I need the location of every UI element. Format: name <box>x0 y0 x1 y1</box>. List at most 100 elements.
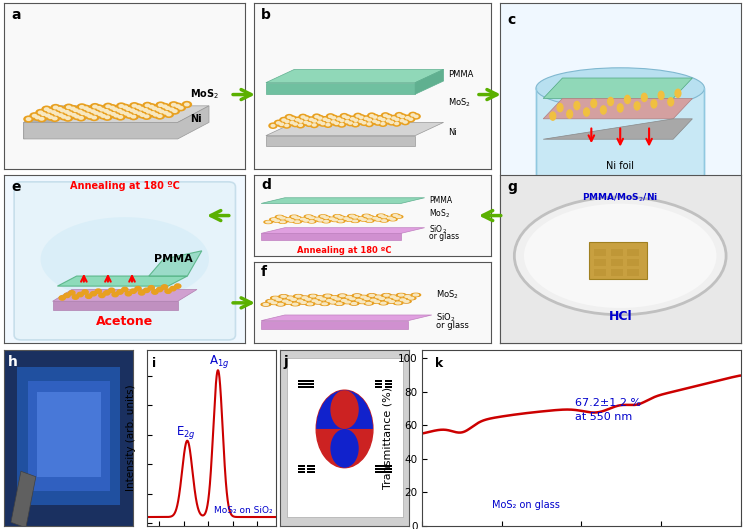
Circle shape <box>298 120 303 123</box>
Circle shape <box>310 299 320 303</box>
Circle shape <box>400 115 405 118</box>
Circle shape <box>336 117 341 121</box>
Polygon shape <box>53 302 178 309</box>
Circle shape <box>124 112 135 119</box>
Circle shape <box>293 303 298 305</box>
Circle shape <box>295 299 305 303</box>
Text: Ni: Ni <box>448 128 457 137</box>
Circle shape <box>393 302 403 305</box>
Circle shape <box>285 120 290 123</box>
Circle shape <box>107 104 118 111</box>
Polygon shape <box>24 106 209 122</box>
Circle shape <box>51 110 57 114</box>
Text: Annealing at 180 ºC: Annealing at 180 ºC <box>70 180 180 190</box>
Circle shape <box>272 218 276 220</box>
Circle shape <box>69 111 79 118</box>
Circle shape <box>383 114 388 117</box>
Text: SiO$_2$: SiO$_2$ <box>429 223 447 235</box>
Text: HCl: HCl <box>606 257 635 271</box>
Circle shape <box>400 299 405 300</box>
Circle shape <box>394 122 399 125</box>
Circle shape <box>38 111 49 118</box>
Polygon shape <box>266 69 443 83</box>
Circle shape <box>276 121 281 125</box>
Circle shape <box>394 117 399 121</box>
Circle shape <box>355 114 361 118</box>
Circle shape <box>276 299 282 300</box>
Circle shape <box>339 123 344 126</box>
Circle shape <box>329 115 338 121</box>
Circle shape <box>396 113 402 117</box>
Circle shape <box>331 116 336 120</box>
Circle shape <box>408 117 413 121</box>
Circle shape <box>280 217 285 219</box>
Circle shape <box>104 109 109 113</box>
Text: MoS$_2$: MoS$_2$ <box>437 288 460 301</box>
Text: PMMA: PMMA <box>153 254 192 264</box>
Circle shape <box>384 298 393 302</box>
Circle shape <box>353 118 358 122</box>
Circle shape <box>171 103 177 107</box>
Circle shape <box>291 303 300 306</box>
Circle shape <box>337 303 342 305</box>
Text: MoS₂ on glass: MoS₂ on glass <box>492 500 560 510</box>
Circle shape <box>152 106 157 111</box>
Polygon shape <box>24 106 55 139</box>
Circle shape <box>266 221 270 223</box>
Circle shape <box>137 112 148 118</box>
Text: or glass: or glass <box>429 232 460 241</box>
Circle shape <box>97 106 107 113</box>
Circle shape <box>413 115 419 118</box>
Circle shape <box>346 120 355 126</box>
Circle shape <box>378 116 388 123</box>
Circle shape <box>73 108 79 112</box>
Circle shape <box>153 113 159 117</box>
Circle shape <box>308 303 313 305</box>
Circle shape <box>90 110 96 113</box>
Circle shape <box>309 122 319 128</box>
Bar <box>307 468 314 470</box>
Circle shape <box>77 110 83 114</box>
Circle shape <box>121 110 132 117</box>
Circle shape <box>359 120 369 126</box>
Circle shape <box>149 105 154 109</box>
Circle shape <box>94 104 104 112</box>
Circle shape <box>381 294 391 297</box>
Circle shape <box>387 119 396 125</box>
Circle shape <box>131 104 137 108</box>
Bar <box>384 383 392 385</box>
Circle shape <box>329 118 338 125</box>
Text: MoS$_2$: MoS$_2$ <box>190 87 219 101</box>
Circle shape <box>268 122 278 129</box>
Circle shape <box>331 120 336 124</box>
Text: Acetone: Acetone <box>96 315 153 328</box>
Bar <box>375 464 392 467</box>
Circle shape <box>116 102 127 110</box>
Circle shape <box>323 117 328 121</box>
Bar <box>297 471 305 473</box>
Circle shape <box>110 106 121 113</box>
Circle shape <box>309 217 314 218</box>
Circle shape <box>101 114 106 118</box>
Circle shape <box>345 218 354 221</box>
Circle shape <box>101 107 112 115</box>
Circle shape <box>384 294 389 296</box>
Circle shape <box>173 103 183 110</box>
Circle shape <box>380 122 385 125</box>
Circle shape <box>130 108 141 116</box>
Circle shape <box>263 304 268 305</box>
Circle shape <box>98 112 109 120</box>
Circle shape <box>154 113 165 120</box>
Circle shape <box>318 220 323 221</box>
Circle shape <box>49 115 60 122</box>
Circle shape <box>305 298 311 300</box>
Circle shape <box>367 220 372 222</box>
Circle shape <box>118 104 124 108</box>
Circle shape <box>70 106 76 111</box>
Circle shape <box>277 216 282 217</box>
Circle shape <box>391 116 396 120</box>
Circle shape <box>296 122 305 129</box>
Circle shape <box>102 114 112 121</box>
Circle shape <box>358 300 367 304</box>
Circle shape <box>139 107 145 111</box>
